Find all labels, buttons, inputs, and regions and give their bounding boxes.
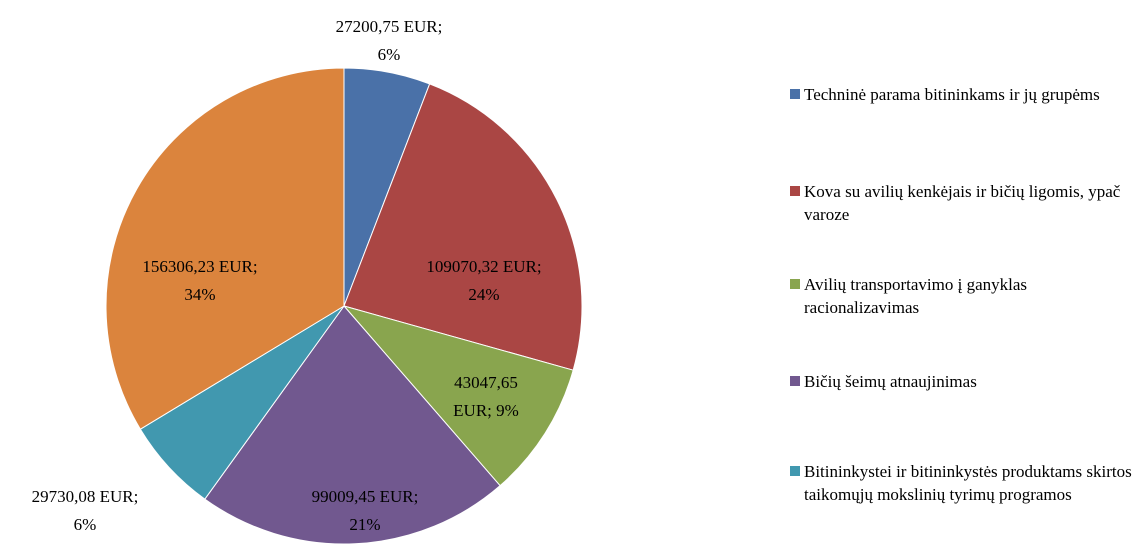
legend-label: Bičių šeimų atnaujinimas: [804, 372, 977, 391]
legend-entry: Avilių transportavimo į ganyklas raciona…: [790, 273, 1137, 319]
legend-entry: Bitininkystei ir bitininkystės produktam…: [790, 460, 1137, 506]
pie-slice: [342, 305, 574, 487]
legend-label: Avilių transportavimo į ganyklas raciona…: [804, 275, 1028, 317]
data-label: EUR; 9%: [453, 401, 519, 420]
data-label: 29730,08 EUR;: [32, 487, 139, 506]
data-label: 43047,65: [454, 373, 518, 392]
legend-label: Bitininkystei ir bitininkystės produktam…: [804, 462, 1132, 504]
legend-swatch: [790, 279, 800, 289]
legend-entry: Bičių šeimų atnaujinimas: [790, 370, 1137, 393]
data-label: 21%: [349, 515, 380, 534]
legend-entry: Kova su avilių kenkėjais ir bičių ligomi…: [790, 180, 1137, 226]
pie-slice: [343, 83, 583, 371]
legend-label: Techninė parama bitininkams ir jų grupėm…: [804, 85, 1100, 104]
data-label: 6%: [378, 45, 401, 64]
data-label: 109070,32 EUR;: [426, 257, 541, 276]
data-label: 156306,23 EUR;: [142, 257, 257, 276]
data-label: 99009,45 EUR;: [312, 487, 419, 506]
data-label: 6%: [74, 515, 97, 534]
legend-label: Kova su avilių kenkėjais ir bičių ligomi…: [804, 182, 1121, 224]
legend-entry: Techninė parama bitininkams ir jų grupėm…: [790, 83, 1137, 106]
legend-swatch: [790, 376, 800, 386]
pie-slice: [105, 67, 345, 430]
data-label: 27200,75 EUR;: [336, 17, 443, 36]
data-label: 34%: [184, 285, 215, 304]
legend-swatch: [790, 466, 800, 476]
data-label: 24%: [468, 285, 499, 304]
legend-swatch: [790, 89, 800, 99]
legend-swatch: [790, 186, 800, 196]
